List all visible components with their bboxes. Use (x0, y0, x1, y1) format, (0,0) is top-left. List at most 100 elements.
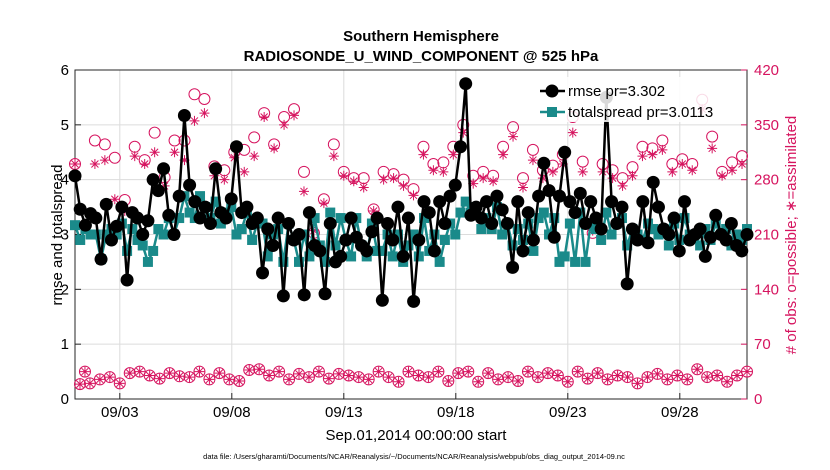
rmse-marker (172, 189, 186, 203)
rmse-marker (292, 228, 306, 241)
obs-possible-marker (223, 373, 236, 386)
obs-assimilated-marker (537, 173, 548, 184)
obs-possible-marker (253, 363, 266, 376)
obs-possible-marker (243, 364, 256, 377)
y-left-tick-label: 2 (61, 281, 69, 298)
obs-assimilated-marker (388, 173, 399, 184)
obs-assimilated-marker (522, 366, 533, 377)
obs-assimilated-marker (254, 364, 265, 375)
obs-assimilated-marker (189, 115, 200, 126)
obs-assimilated-marker (89, 159, 100, 169)
spread-marker (643, 218, 654, 229)
spread-marker (434, 256, 445, 267)
obs-possible-marker (148, 126, 161, 139)
obs-assimilated-marker (483, 368, 494, 379)
obs-possible-marker (721, 375, 734, 388)
obs-assimilated-marker (617, 180, 628, 191)
rmse-marker (386, 233, 400, 247)
obs-assimilated-marker (289, 110, 300, 121)
obs-possible-marker (78, 365, 91, 378)
obs-possible-marker (203, 373, 216, 386)
obs-possible-marker (248, 131, 261, 144)
obs-possible-marker (123, 367, 136, 380)
obs-possible-marker (412, 369, 425, 382)
rmse-marker (198, 200, 212, 214)
obs-assimilated-marker (199, 108, 210, 119)
rmse-marker (141, 214, 155, 228)
obs-possible-marker (233, 374, 246, 387)
rmse-marker (698, 249, 712, 263)
obs-possible-marker (173, 370, 186, 383)
rmse-marker (532, 189, 546, 203)
obs-assimilated-marker (707, 143, 718, 154)
obs-assimilated-marker (712, 370, 723, 381)
y-right-tick-label: 140 (754, 281, 779, 298)
rmse-marker (297, 288, 311, 302)
obs-assimilated-marker (622, 372, 633, 383)
obs-assimilated-marker (294, 368, 304, 379)
obs-assimilated-marker (70, 159, 80, 169)
spread-marker (736, 234, 747, 245)
obs-assimilated-marker (328, 151, 339, 162)
y-right-tick-label: 420 (754, 62, 779, 79)
rmse-marker (240, 200, 254, 214)
spread-marker (450, 229, 461, 240)
rmse-marker (396, 249, 410, 263)
rmse-marker (459, 77, 473, 91)
rmse-marker (485, 217, 499, 231)
obs-assimilated-marker (642, 372, 653, 383)
obs-assimilated-marker (164, 368, 175, 379)
obs-possible-marker (342, 369, 355, 382)
obs-assimilated-marker (418, 149, 429, 160)
obs-assimilated-marker (378, 174, 389, 185)
obs-assimilated-marker (353, 372, 364, 383)
obs-assimilated-marker (682, 374, 693, 385)
spread-marker (721, 224, 732, 235)
spread-marker (653, 229, 664, 240)
spread-marker (387, 251, 398, 262)
x-tick-label: 09/03 (101, 404, 139, 421)
spread-marker (408, 229, 419, 240)
obs-possible-marker (183, 371, 196, 384)
obs-assimilated-marker (503, 372, 514, 383)
spread-marker (439, 234, 450, 245)
obs-assimilated-marker (473, 376, 484, 387)
obs-assimilated-marker (264, 370, 275, 381)
obs-assimilated-marker (239, 166, 250, 177)
obs-assimilated-marker (408, 190, 419, 201)
rmse-marker (594, 222, 608, 236)
spread-marker (75, 234, 86, 245)
obs-assimilated-marker (562, 376, 573, 387)
obs-possible-marker (322, 372, 335, 385)
obs-assimilated-marker (84, 378, 95, 389)
rmse-marker (625, 222, 639, 236)
spread-marker (85, 229, 96, 240)
obs-assimilated-marker (79, 366, 90, 377)
spread-marker (403, 240, 414, 251)
legend-box (540, 77, 741, 122)
obs-assimilated-marker (647, 149, 658, 160)
obs-assimilated-marker (448, 149, 459, 160)
rmse-marker (271, 211, 285, 225)
y-left-tick-label: 1 (61, 336, 69, 353)
obs-assimilated-marker (184, 372, 195, 383)
obs-assimilated-marker (493, 374, 504, 385)
spread-marker (90, 229, 101, 240)
rmse-marker (334, 249, 348, 263)
obs-possible-marker (551, 369, 564, 382)
rmse-marker (719, 233, 733, 247)
spread-marker (663, 240, 674, 251)
rmse-marker (662, 228, 676, 241)
obs-assimilated-marker (527, 155, 538, 166)
rmse-marker (360, 244, 374, 258)
spread-marker (247, 234, 258, 245)
rmse-marker (480, 195, 494, 209)
obs-assimilated-marker (468, 178, 479, 189)
rmse-marker (636, 195, 650, 209)
obs-assimilated-marker (438, 166, 449, 177)
spread-marker (512, 224, 523, 235)
obs-assimilated-marker (717, 170, 728, 181)
spread-marker (601, 207, 612, 218)
spread-marker (570, 256, 581, 267)
obs-assimilated-marker (737, 159, 748, 169)
